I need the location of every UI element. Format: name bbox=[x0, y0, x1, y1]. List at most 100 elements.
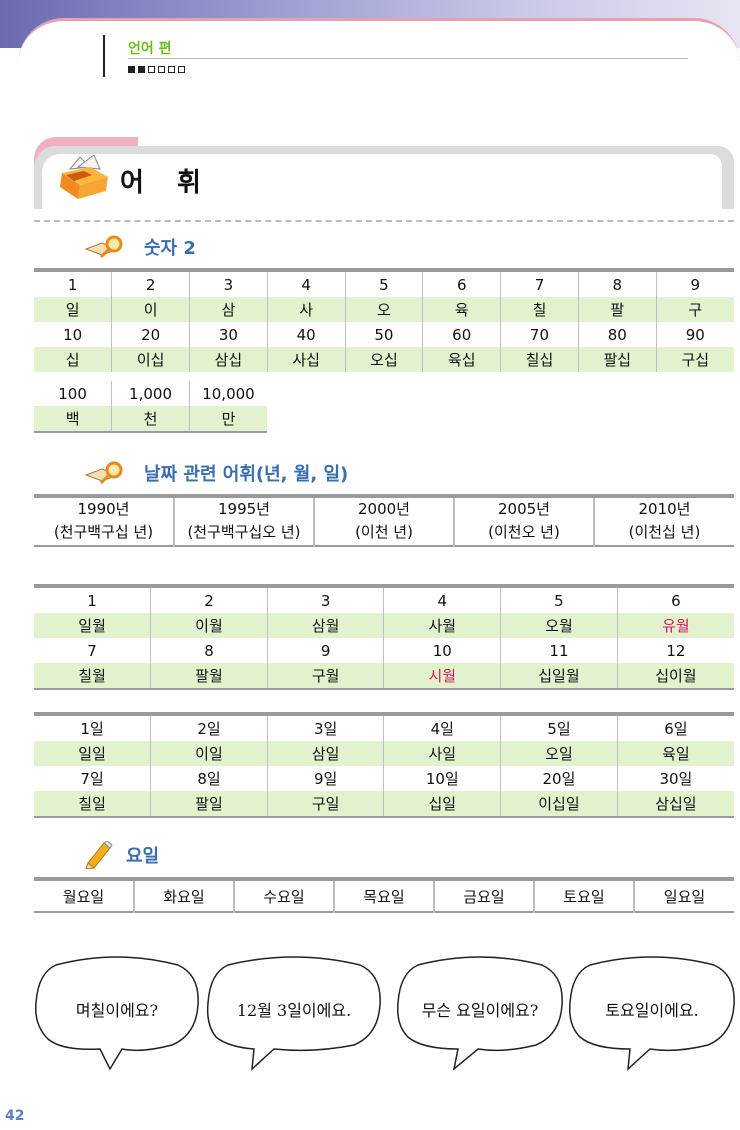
day-number: 20일 bbox=[500, 766, 618, 791]
month-word: 오월 bbox=[500, 613, 618, 638]
month-number: 1 bbox=[87, 591, 97, 610]
months-table: 1 2 3 4 5 6 일월 이월 삼월 사월 오월 유월 7 8 9 10 1… bbox=[34, 584, 734, 690]
word-cell: 팔 bbox=[577, 297, 657, 322]
month-number: 5 bbox=[500, 586, 618, 613]
progress-square-empty bbox=[158, 66, 165, 73]
number-cell: 8 bbox=[577, 270, 657, 297]
weekdays-table: 월요일 화요일 수요일 목요일 금요일 토요일 일요일 bbox=[34, 877, 734, 913]
word-cell: 육 bbox=[422, 297, 501, 322]
day-number: 1일 bbox=[80, 720, 104, 738]
magnifier-book-icon bbox=[84, 461, 123, 485]
number-cell: 80 bbox=[577, 322, 657, 347]
numbers-row: 10 20 30 40 50 60 70 80 90 bbox=[34, 322, 734, 347]
month-word: 사월 bbox=[383, 613, 501, 638]
magnifier-book-icon bbox=[84, 235, 123, 259]
bubble-text: 며칠이에요? bbox=[75, 1001, 159, 1020]
month-number: 6 bbox=[616, 586, 734, 613]
month-number: 7 bbox=[87, 641, 97, 660]
day-word: 삼십일 bbox=[616, 791, 734, 817]
numbers-table-large: 100 1,000 10,000 백 천 만 bbox=[34, 381, 268, 433]
vocab-box-icon bbox=[60, 155, 108, 199]
progress-square-filled bbox=[138, 66, 145, 73]
day-number: 3일 bbox=[266, 714, 384, 741]
number-cell: 1 bbox=[67, 275, 78, 294]
word-cell: 사십 bbox=[266, 347, 346, 372]
day-number: 10일 bbox=[383, 766, 501, 791]
day-word: 삼일 bbox=[266, 741, 384, 766]
day-number: 4일 bbox=[383, 714, 501, 741]
word-cell: 만 bbox=[188, 406, 268, 432]
numbers-row: 100 1,000 10,000 bbox=[34, 381, 268, 406]
number-cell: 10 bbox=[63, 325, 83, 344]
word-cell: 사 bbox=[266, 297, 346, 322]
word-cell: 삼십 bbox=[189, 347, 268, 372]
weekday-cell: 일요일 bbox=[633, 879, 734, 912]
month-number: 11 bbox=[500, 638, 618, 663]
month-word: 십이월 bbox=[616, 663, 734, 689]
day-number: 7일 bbox=[80, 770, 104, 788]
header-divider bbox=[103, 35, 105, 77]
month-word: 일월 bbox=[78, 617, 106, 635]
weekday-cell: 토요일 bbox=[533, 879, 634, 912]
weekday-cell: 화요일 bbox=[133, 879, 234, 912]
day-word: 팔일 bbox=[150, 791, 268, 817]
days-num-row: 1일 2일 3일 4일 5일 6일 bbox=[34, 714, 734, 741]
speech-bubble: 토요일이에요. bbox=[566, 953, 738, 1071]
numbers-row: 1 2 3 4 5 6 7 8 9 bbox=[34, 270, 734, 297]
words-row: 일 이 삼 사 오 육 칠 팔 구 bbox=[34, 297, 734, 322]
number-cell: 5 bbox=[344, 270, 423, 297]
word-cell: 구십 bbox=[655, 347, 734, 372]
month-word-highlight: 시월 bbox=[383, 663, 501, 689]
speech-bubble: 무슨 요일이에요? bbox=[394, 953, 566, 1071]
day-word: 육일 bbox=[616, 741, 734, 766]
section-label: 언어 편 bbox=[128, 41, 172, 57]
vocab-banner bbox=[34, 137, 734, 209]
days-word-row: 일일 이일 삼일 사일 오일 육일 bbox=[34, 741, 734, 766]
number-cell: 50 bbox=[344, 322, 423, 347]
month-number: 12 bbox=[616, 638, 734, 663]
bubble-text: 토요일이에요. bbox=[605, 1001, 699, 1020]
month-number: 10 bbox=[383, 638, 501, 663]
word-cell: 구 bbox=[655, 297, 734, 322]
number-cell: 2 bbox=[111, 270, 190, 297]
number-cell: 60 bbox=[422, 322, 501, 347]
progress-square-empty bbox=[178, 66, 185, 73]
header-rule bbox=[128, 58, 688, 59]
month-number: 9 bbox=[266, 638, 384, 663]
weekday-cell: 월요일 bbox=[62, 887, 105, 906]
year-cell: 2005년 (이천오 년) bbox=[453, 496, 594, 546]
month-word: 이월 bbox=[150, 613, 268, 638]
page-number: 42 bbox=[5, 1108, 25, 1124]
vocab-title: 어 휘 bbox=[120, 168, 213, 198]
number-cell: 10,000 bbox=[188, 381, 268, 406]
word-cell: 오십 bbox=[344, 347, 423, 372]
words-row: 백 천 만 bbox=[34, 406, 268, 432]
word-cell: 백 bbox=[65, 410, 80, 428]
dates-heading: 날짜 관련 어휘(년, 월, 일) bbox=[84, 460, 348, 486]
header-card bbox=[18, 18, 740, 161]
month-word: 칠월 bbox=[78, 667, 106, 685]
number-cell: 9 bbox=[655, 270, 734, 297]
number-cell: 1,000 bbox=[111, 381, 190, 406]
number-cell: 20 bbox=[111, 322, 190, 347]
day-word: 이십일 bbox=[500, 791, 618, 817]
word-cell: 칠 bbox=[500, 297, 579, 322]
weekday-cell: 목요일 bbox=[333, 879, 434, 912]
month-word: 구월 bbox=[266, 663, 384, 689]
months-num-row: 7 8 9 10 11 12 bbox=[34, 638, 734, 663]
month-number: 2 bbox=[150, 586, 268, 613]
month-number: 3 bbox=[266, 586, 384, 613]
day-word: 일일 bbox=[78, 745, 106, 763]
numbers-table: 1 2 3 4 5 6 7 8 9 일 이 삼 사 오 육 칠 팔 구 10 2… bbox=[34, 268, 734, 372]
word-cell: 일 bbox=[65, 301, 80, 319]
months-word-row: 칠월 팔월 구월 시월 십일월 십이월 bbox=[34, 663, 734, 689]
day-word: 오일 bbox=[500, 741, 618, 766]
years-row: 1990년 (천구백구십 년) 1995년 (천구백구십오 년) 2000년 (이천 … bbox=[34, 496, 734, 546]
month-number: 4 bbox=[383, 586, 501, 613]
day-word: 구일 bbox=[266, 791, 384, 817]
year-cell: 1990년 (천구백구십 년) bbox=[53, 500, 154, 542]
month-word: 삼월 bbox=[266, 613, 384, 638]
speech-bubble: 며칠이에요? bbox=[32, 953, 202, 1071]
year-cell: 2010년 (이천십 년) bbox=[593, 496, 734, 546]
weekday-cell: 수요일 bbox=[233, 879, 334, 912]
